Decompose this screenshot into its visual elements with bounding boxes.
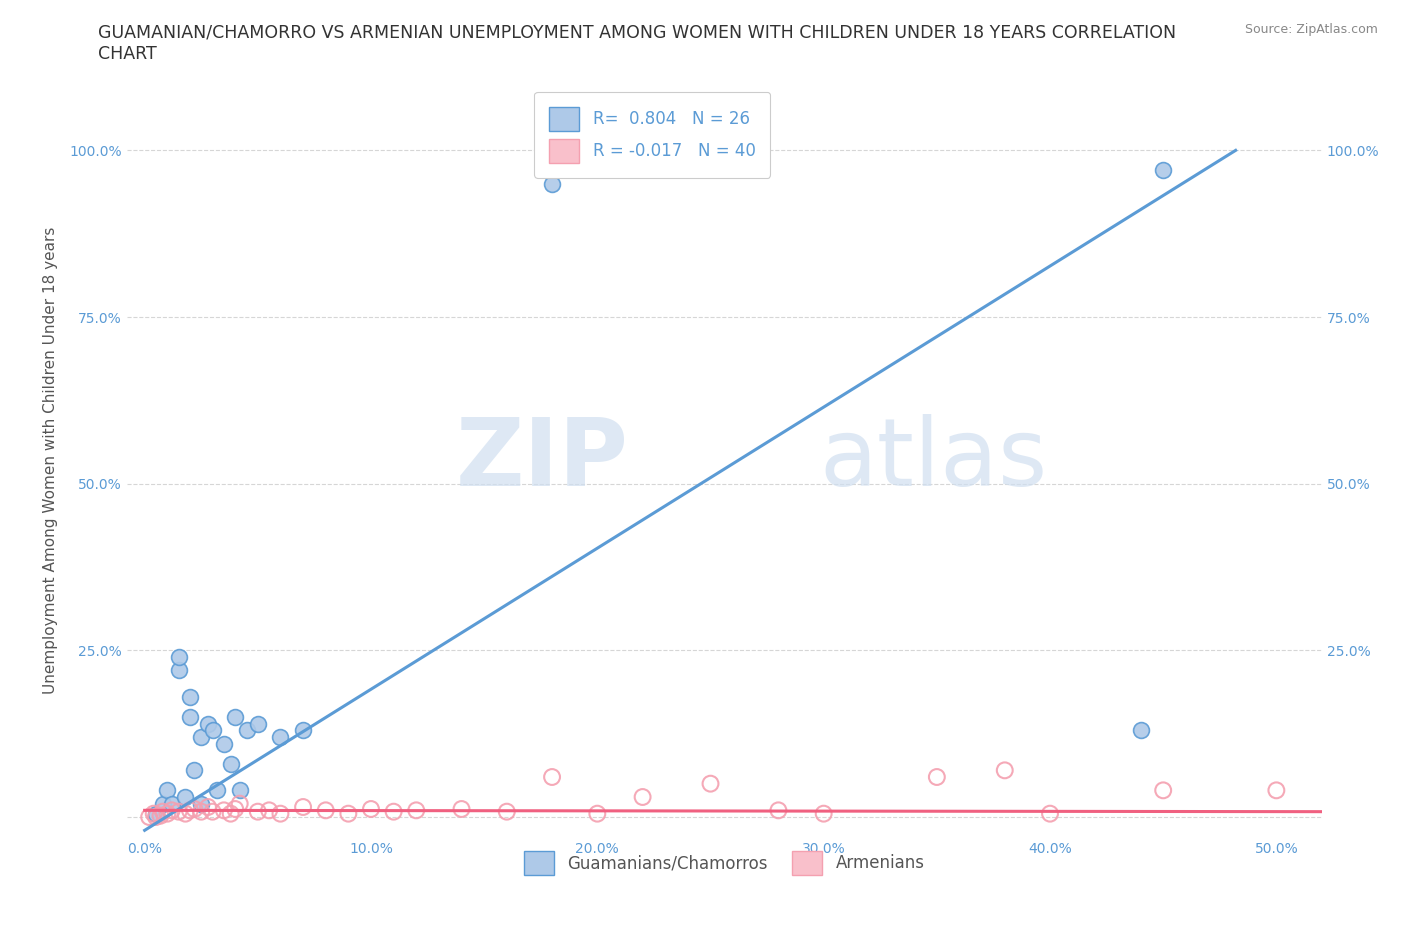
Point <box>197 800 219 815</box>
Point <box>541 769 564 784</box>
Point <box>190 804 212 819</box>
Point <box>197 716 219 731</box>
Point <box>586 806 609 821</box>
Point <box>160 796 183 811</box>
Point <box>156 783 179 798</box>
Point <box>495 804 517 819</box>
Point <box>190 796 212 811</box>
Point <box>1039 806 1062 821</box>
Y-axis label: Unemployment Among Women with Children Under 18 years: Unemployment Among Women with Children U… <box>44 227 58 694</box>
Point <box>1152 163 1174 178</box>
Point <box>212 803 235 817</box>
Point <box>160 803 183 817</box>
Point <box>138 809 160 824</box>
Point <box>179 710 201 724</box>
Point <box>382 804 405 819</box>
Point <box>269 729 291 744</box>
Point <box>205 783 228 798</box>
Point <box>699 777 721 791</box>
Text: CHART: CHART <box>98 45 157 62</box>
Point <box>167 663 190 678</box>
Point <box>994 763 1017 777</box>
Point <box>167 649 190 664</box>
Point <box>360 802 382 817</box>
Point <box>156 806 179 821</box>
Point <box>246 716 269 731</box>
Point <box>212 737 235 751</box>
Text: atlas: atlas <box>820 415 1047 506</box>
Point <box>201 804 224 819</box>
Point <box>179 803 201 817</box>
Point <box>246 804 269 819</box>
Point <box>228 796 250 811</box>
Point <box>228 783 250 798</box>
Text: GUAMANIAN/CHAMORRO VS ARMENIAN UNEMPLOYMENT AMONG WOMEN WITH CHILDREN UNDER 18 Y: GUAMANIAN/CHAMORRO VS ARMENIAN UNEMPLOYM… <box>98 23 1177 41</box>
Point <box>145 809 167 824</box>
Point <box>179 689 201 704</box>
Point <box>925 769 948 784</box>
Point <box>450 802 472 817</box>
Point <box>292 800 315 815</box>
Point <box>257 803 280 817</box>
Point <box>219 756 242 771</box>
Point <box>174 806 197 821</box>
Point <box>631 790 654 804</box>
Point <box>152 796 174 811</box>
Point <box>337 806 360 821</box>
Point <box>768 803 790 817</box>
Point <box>813 806 835 821</box>
Point <box>174 790 197 804</box>
Point <box>1129 723 1152 737</box>
Point <box>183 763 205 777</box>
Legend: Guamanians/Chamorros, Armenians: Guamanians/Chamorros, Armenians <box>517 844 931 882</box>
Point <box>405 803 427 817</box>
Text: ZIP: ZIP <box>456 415 628 506</box>
Point <box>152 804 174 819</box>
Point <box>235 723 257 737</box>
Point <box>183 802 205 817</box>
Point <box>1152 783 1174 798</box>
Point <box>269 806 291 821</box>
Point <box>219 806 242 821</box>
Point <box>541 177 564 192</box>
Point <box>224 802 246 817</box>
Point <box>201 723 224 737</box>
Point <box>1265 783 1288 798</box>
Text: Source: ZipAtlas.com: Source: ZipAtlas.com <box>1244 23 1378 36</box>
Point <box>149 808 172 823</box>
Point <box>315 803 337 817</box>
Point <box>145 806 167 821</box>
Point <box>190 729 212 744</box>
Point <box>292 723 315 737</box>
Point <box>167 804 190 819</box>
Point <box>224 710 246 724</box>
Point <box>142 806 165 821</box>
